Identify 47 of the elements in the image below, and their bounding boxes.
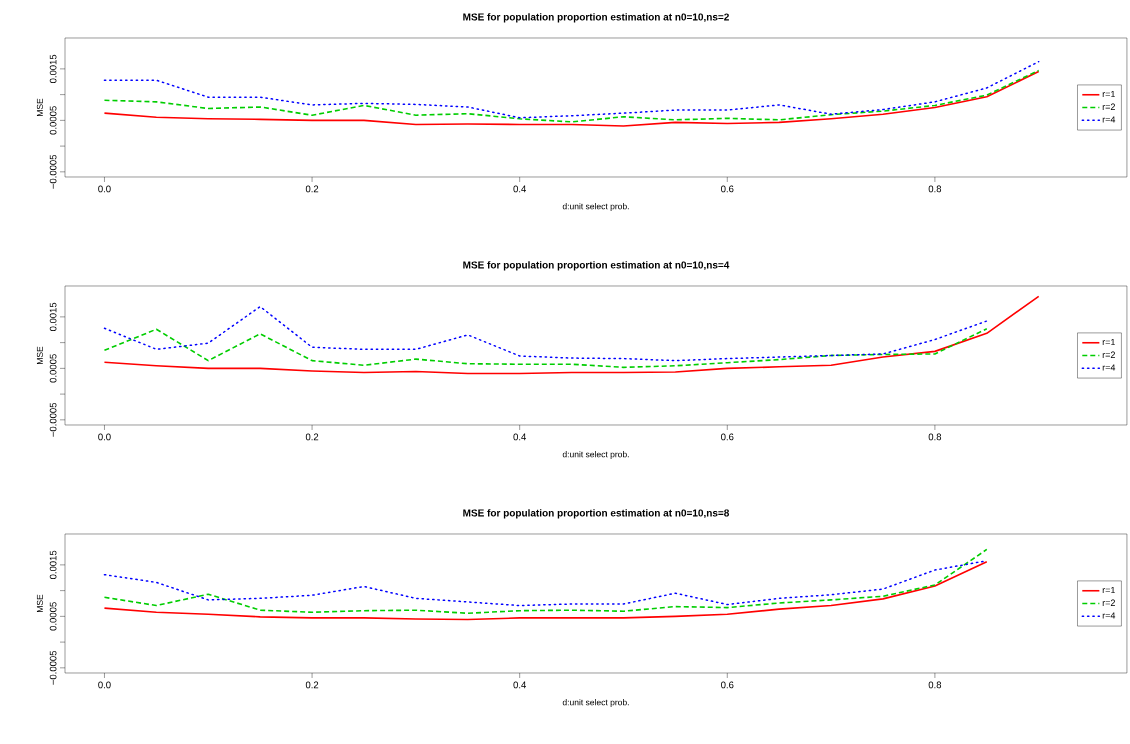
legend-label: r=2 <box>1102 103 1115 110</box>
y-tick-label: 0.0005 <box>49 354 57 383</box>
legend-label: r=1 <box>1102 90 1115 98</box>
x-tick-label: 0.0 <box>98 185 111 193</box>
y-axis-title: MSE <box>36 594 43 613</box>
line-series <box>103 327 988 369</box>
y-tick-label: 0.0005 <box>49 602 57 631</box>
y-tick-label: −0.0005 <box>49 154 57 189</box>
chart-title: MSE for population proportion estimation at n0=10,ns=2 <box>463 13 729 23</box>
x-tick-label: 0.8 <box>928 185 942 193</box>
x-tick-label: 0.6 <box>721 433 734 441</box>
y-tick-label: −0.0005 <box>49 402 57 437</box>
legend-label: r=4 <box>1102 612 1116 619</box>
x-tick-label: 0.2 <box>305 681 319 689</box>
x-axis-title: d:unit select prob. <box>562 203 629 212</box>
y-tick-label: 0.0015 <box>49 54 57 84</box>
x-tick-label: 0.0 <box>98 433 111 441</box>
y-tick-label: 0.0005 <box>49 106 57 135</box>
x-tick-label: 0.6 <box>721 185 734 193</box>
line-series <box>103 305 988 362</box>
y-axis-title: MSE <box>36 98 43 117</box>
y-tick-label: 0.0015 <box>49 550 57 580</box>
legend-label: r=2 <box>1102 599 1115 606</box>
y-tick-label: 0.0015 <box>49 302 57 332</box>
chart-title: MSE for population proportion estimation at n0=10,ns=4 <box>463 261 730 271</box>
chart-title: MSE for population proportion estimation at n0=10,ns=8 <box>463 509 730 519</box>
x-tick-label: 0.4 <box>513 185 526 193</box>
x-tick-label: 0.8 <box>928 681 942 689</box>
x-tick-label: 0.6 <box>721 681 734 689</box>
x-axis-title: d:unit select prob. <box>562 451 629 460</box>
legend-label: r=1 <box>1102 586 1115 594</box>
x-tick-label: 0.2 <box>305 185 319 193</box>
x-tick-label: 0.0 <box>98 681 111 689</box>
legend-label: r=1 <box>1102 338 1115 346</box>
y-axis-title: MSE <box>36 346 43 365</box>
line-series <box>103 548 988 615</box>
y-tick-label: −0.0005 <box>49 650 57 685</box>
x-tick-label: 0.8 <box>928 433 942 441</box>
line-series <box>103 60 1040 119</box>
x-tick-label: 0.2 <box>305 433 319 441</box>
legend-label: r=2 <box>1102 351 1115 358</box>
legend-label: r=4 <box>1102 364 1116 371</box>
x-tick-label: 0.4 <box>513 433 526 441</box>
x-tick-label: 0.4 <box>513 681 526 689</box>
line-series <box>103 295 1040 375</box>
legend-label: r=4 <box>1102 116 1116 123</box>
x-axis-title: d:unit select prob. <box>562 699 629 708</box>
